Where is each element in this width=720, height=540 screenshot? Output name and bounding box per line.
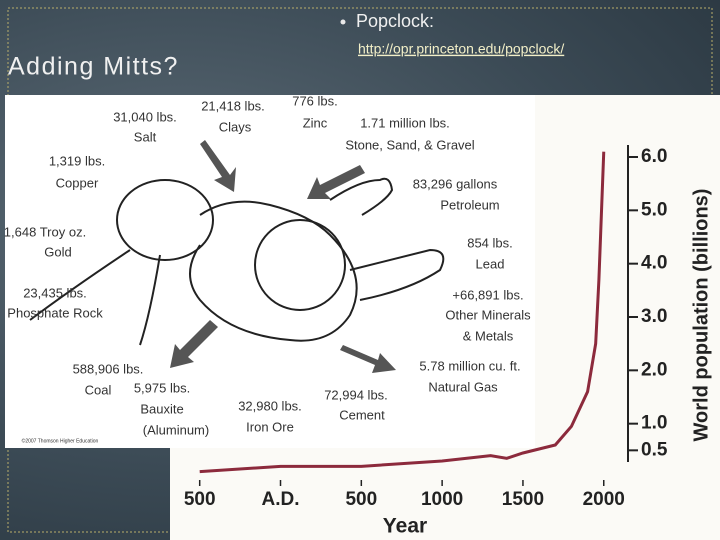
- figure-label: & Metals: [463, 328, 514, 343]
- x-tick-label: A.D.: [262, 489, 300, 510]
- figure-label: 776 lbs.: [292, 93, 338, 108]
- figure-label: Lead: [476, 256, 505, 271]
- x-axis-title: Year: [383, 515, 427, 538]
- y-tick-label: 6.0: [641, 146, 667, 167]
- figure-label: 72,994 lbs.: [324, 387, 388, 402]
- figure-credit: ©2007 Thomson Higher Education: [22, 437, 99, 444]
- figure-background: [5, 95, 535, 448]
- figure-label: Iron Ore: [246, 419, 294, 434]
- figure-label: Coal: [85, 382, 112, 397]
- arrows: [170, 140, 396, 373]
- figure-label: 854 lbs.: [467, 235, 513, 250]
- figure-label: +66,891 lbs.: [452, 287, 523, 302]
- x-tick-label: 500: [184, 489, 216, 510]
- population-line: [199, 151, 606, 474]
- figure-label: 5.78 million cu. ft.: [419, 358, 520, 373]
- figure-label: Cement: [339, 407, 385, 422]
- figure-label: Gold: [44, 244, 71, 259]
- y-tick-label: 2.0: [641, 359, 667, 380]
- figure-label: (Aluminum): [143, 422, 209, 437]
- bullet-text: Popclock:: [356, 11, 434, 31]
- y-tick-label: 0.5: [641, 439, 668, 460]
- x-tick-label: 2000: [583, 489, 625, 510]
- x-tick-label: 1000: [421, 489, 463, 510]
- figure-label: Other Minerals: [445, 307, 531, 322]
- figure-label: Clays: [219, 119, 252, 134]
- figure-label: Salt: [134, 129, 157, 144]
- bullet-dot: [340, 19, 346, 25]
- figure-label: 32,980 lbs.: [238, 398, 302, 413]
- figure-label: Natural Gas: [428, 379, 498, 394]
- figure-label: 1,648 Troy oz.: [4, 224, 86, 239]
- figure-label: Bauxite: [140, 401, 183, 416]
- figure-label: 83,296 gallons: [413, 176, 498, 191]
- y-tick-label: 1.0: [641, 413, 667, 434]
- x-tick-label: 500: [345, 489, 377, 510]
- figure-label: 23,435 lbs.: [23, 285, 87, 300]
- y-tick-label: 5.0: [641, 199, 667, 220]
- y-tick-label: 3.0: [641, 306, 667, 327]
- figure-label: Petroleum: [440, 197, 499, 212]
- y-axis-title: World population (billions): [690, 189, 712, 442]
- figure-label: Copper: [56, 175, 99, 190]
- slide-title: Adding Mitts?: [8, 53, 179, 81]
- figure-label: 21,418 lbs.: [201, 98, 265, 113]
- figure-label: Stone, Sand, & Gravel: [345, 137, 474, 152]
- figure-label: Phosphate Rock: [7, 305, 103, 320]
- figure-label: 31,040 lbs.: [113, 109, 177, 124]
- figure-label: 1,319 lbs.: [49, 153, 105, 168]
- link[interactable]: http://opr.princeton.edu/popclock/: [358, 41, 564, 57]
- figure-label: 588,906 lbs.: [73, 361, 144, 376]
- baby-drawing: [29, 177, 445, 346]
- y-tick-label: 4.0: [641, 253, 667, 274]
- figure-label: 5,975 lbs.: [134, 380, 190, 395]
- figure-label: 1.71 million lbs.: [360, 115, 450, 130]
- figure-label: Zinc: [303, 115, 328, 130]
- x-tick-label: 1500: [502, 489, 544, 510]
- figure: ©2007 Thomson Higher Education 31,040 lb…: [4, 93, 535, 448]
